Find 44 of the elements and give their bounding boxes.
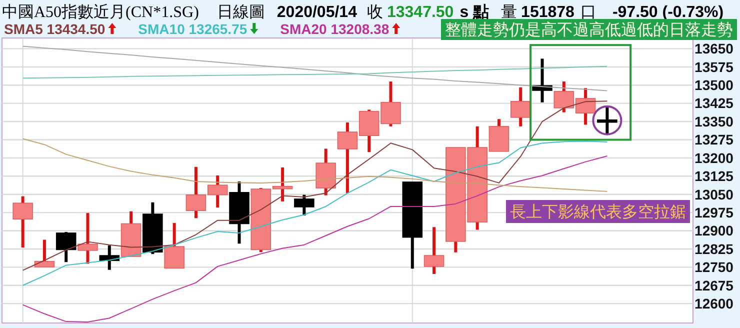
- y-tick-label: 13275: [694, 132, 734, 148]
- candlestick: [164, 222, 184, 269]
- candlestick: [597, 106, 618, 135]
- text: 量: [501, 4, 518, 21]
- candlestick: [294, 194, 314, 216]
- candlestick: [12, 196, 33, 248]
- y-tick-label: 12750: [694, 259, 734, 276]
- y-tick-label: 13200: [694, 150, 734, 166]
- line-series: [22, 66, 608, 79]
- text: 13347.50: [386, 4, 454, 21]
- candlestick: [34, 240, 55, 268]
- y-tick-label: 13050: [694, 186, 734, 202]
- y-tick-label: 13125: [694, 168, 734, 184]
- line-series: [22, 138, 608, 192]
- text: -97.50 (-0.73%): [612, 4, 724, 21]
- line-series: [22, 46, 608, 92]
- y-tick-label: 13350: [694, 113, 734, 130]
- y-tick-label: 13500: [694, 77, 734, 94]
- y-tick-label: 13650: [694, 40, 734, 57]
- candlestick: [510, 87, 531, 126]
- text: 口: [580, 4, 596, 21]
- text: SMA5 13434.50: [4, 21, 106, 37]
- annotation: 長上下影線代表多空拉鋸: [510, 203, 686, 221]
- candlestick: [78, 213, 98, 264]
- y-tick-label: 12825: [694, 240, 734, 257]
- text: s 點: [460, 3, 490, 21]
- y-tick-label: 13575: [694, 58, 734, 75]
- line-series: [22, 156, 608, 323]
- y-tick-label: 13425: [694, 95, 734, 112]
- text: SMA10 13265.75: [138, 21, 248, 37]
- y-tick-label: 12975: [694, 204, 734, 220]
- y-tick-label: 12900: [694, 222, 734, 239]
- chart-title: 中國A50指數近月(CN*1.SG): [2, 3, 199, 21]
- text: 日線圖: [216, 4, 265, 21]
- y-tick-label: 12675: [694, 277, 734, 294]
- line-series: [22, 140, 608, 286]
- text: 收: [366, 4, 383, 21]
- text: 整體走勢仍是高不過高低過低的日落走勢: [445, 21, 733, 39]
- candlestick: [424, 227, 444, 274]
- y-tick-label: 12600: [694, 295, 734, 312]
- text: 151878: [521, 4, 575, 21]
- text: 2020/05/14: [276, 4, 358, 21]
- text: SMA20 13208.38: [280, 21, 390, 37]
- candlestick: [56, 232, 76, 262]
